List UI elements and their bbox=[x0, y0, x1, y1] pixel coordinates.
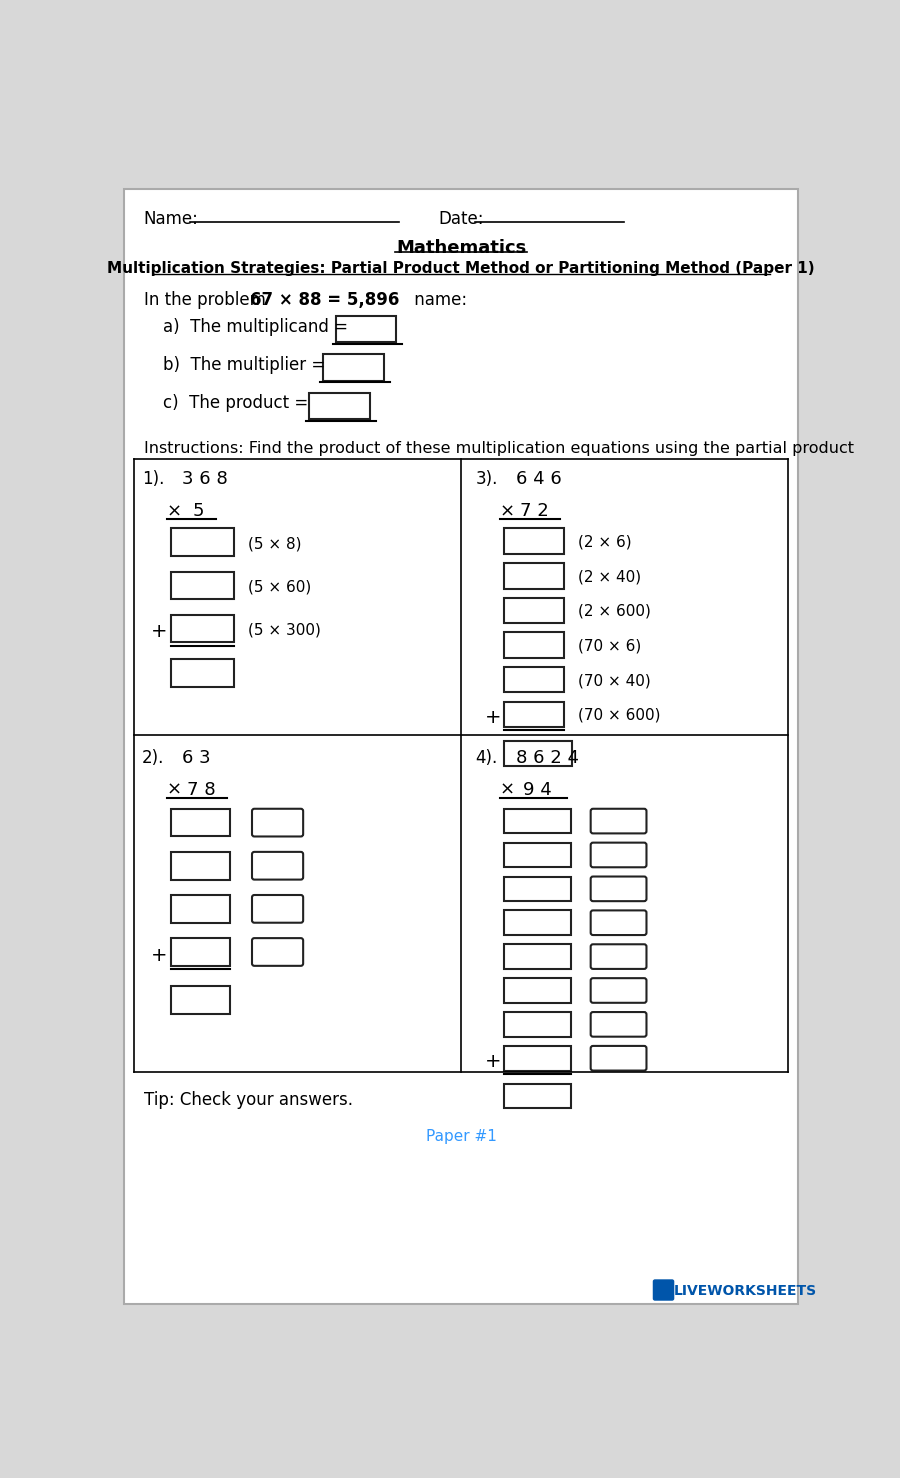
Text: Tip: Check your answers.: Tip: Check your answers. bbox=[143, 1091, 353, 1108]
Bar bbox=[504, 667, 564, 693]
Text: 5: 5 bbox=[193, 503, 203, 520]
Bar bbox=[504, 842, 571, 868]
Text: (70 × 40): (70 × 40) bbox=[578, 674, 650, 689]
Text: (2 × 6): (2 × 6) bbox=[578, 535, 631, 550]
FancyBboxPatch shape bbox=[252, 896, 303, 922]
Text: b)  The multiplier =: b) The multiplier = bbox=[163, 356, 330, 374]
Text: Date:: Date: bbox=[438, 210, 483, 228]
FancyBboxPatch shape bbox=[590, 910, 646, 936]
Text: 7 8: 7 8 bbox=[187, 780, 215, 800]
Text: In the problem: In the problem bbox=[143, 291, 271, 309]
Text: 7 2: 7 2 bbox=[520, 503, 549, 520]
FancyBboxPatch shape bbox=[590, 1012, 646, 1036]
Text: Instructions: Find the product of these multiplication equations using the parti: Instructions: Find the product of these … bbox=[143, 440, 853, 455]
Bar bbox=[504, 1083, 571, 1108]
Text: (5 × 60): (5 × 60) bbox=[248, 579, 311, 594]
Text: 2).: 2). bbox=[142, 749, 165, 767]
Text: 6 4 6: 6 4 6 bbox=[516, 470, 562, 488]
Text: Multiplication Strategies: Partial Product Method or Partitioning Method (Paper : Multiplication Strategies: Partial Produ… bbox=[107, 260, 815, 275]
Bar bbox=[504, 529, 564, 554]
Text: a)  The multiplicand =: a) The multiplicand = bbox=[163, 318, 353, 336]
Bar bbox=[171, 808, 230, 837]
Text: ×: × bbox=[166, 780, 182, 800]
Text: (2 × 600): (2 × 600) bbox=[578, 605, 651, 619]
FancyBboxPatch shape bbox=[252, 851, 303, 879]
FancyBboxPatch shape bbox=[590, 944, 646, 970]
FancyBboxPatch shape bbox=[590, 1046, 646, 1070]
Text: (5 × 8): (5 × 8) bbox=[248, 537, 302, 551]
Bar bbox=[171, 896, 230, 922]
Text: Name:: Name: bbox=[143, 210, 198, 228]
FancyBboxPatch shape bbox=[653, 1280, 673, 1301]
Bar bbox=[504, 1012, 571, 1036]
Text: 6 3: 6 3 bbox=[182, 749, 211, 767]
Bar bbox=[504, 702, 564, 727]
Text: 3).: 3). bbox=[475, 470, 498, 488]
Text: 67 × 88 = 5,896: 67 × 88 = 5,896 bbox=[249, 291, 399, 309]
Text: 3 6 8: 3 6 8 bbox=[182, 470, 228, 488]
Text: Mathematics: Mathematics bbox=[396, 239, 526, 257]
Text: (70 × 600): (70 × 600) bbox=[578, 708, 660, 723]
Text: 4).: 4). bbox=[475, 749, 498, 767]
Text: LIVEWORKSHEETS: LIVEWORKSHEETS bbox=[673, 1284, 816, 1298]
Bar bbox=[504, 978, 571, 1002]
Text: (2 × 40): (2 × 40) bbox=[578, 569, 641, 584]
FancyBboxPatch shape bbox=[252, 939, 303, 965]
Text: +: + bbox=[151, 946, 167, 965]
Bar bbox=[504, 944, 571, 970]
Text: Paper #1: Paper #1 bbox=[426, 1129, 497, 1144]
Text: 8 6 2 4: 8 6 2 4 bbox=[516, 749, 579, 767]
Text: 9 4: 9 4 bbox=[523, 780, 552, 800]
Text: ×: × bbox=[166, 503, 182, 520]
Bar bbox=[504, 876, 571, 902]
Bar bbox=[504, 740, 572, 767]
Text: (5 × 300): (5 × 300) bbox=[248, 622, 321, 637]
Bar bbox=[504, 597, 564, 624]
Text: name:: name: bbox=[409, 291, 467, 309]
FancyBboxPatch shape bbox=[590, 876, 646, 902]
FancyBboxPatch shape bbox=[252, 808, 303, 837]
Bar bbox=[171, 615, 234, 643]
Bar bbox=[504, 910, 571, 936]
Text: +: + bbox=[484, 708, 501, 727]
Bar bbox=[171, 572, 234, 599]
FancyBboxPatch shape bbox=[590, 978, 646, 1002]
Text: ×: × bbox=[500, 780, 515, 800]
Bar bbox=[171, 529, 234, 556]
Bar bbox=[504, 633, 564, 658]
Bar bbox=[336, 316, 396, 341]
Text: +: + bbox=[484, 1052, 501, 1072]
Bar bbox=[171, 659, 234, 687]
Text: ×: × bbox=[500, 503, 515, 520]
Text: +: + bbox=[151, 622, 167, 641]
Bar bbox=[171, 939, 230, 965]
Bar bbox=[504, 1046, 571, 1070]
Bar bbox=[171, 851, 230, 879]
Bar bbox=[504, 808, 571, 834]
FancyBboxPatch shape bbox=[590, 808, 646, 834]
Text: (70 × 6): (70 × 6) bbox=[578, 638, 641, 653]
Bar bbox=[504, 563, 564, 588]
FancyBboxPatch shape bbox=[124, 189, 798, 1304]
Text: 1).: 1). bbox=[142, 470, 165, 488]
Bar bbox=[310, 393, 370, 420]
Bar bbox=[171, 986, 230, 1014]
Text: c)  The product =: c) The product = bbox=[163, 395, 313, 412]
Bar bbox=[323, 355, 383, 381]
FancyBboxPatch shape bbox=[590, 842, 646, 868]
